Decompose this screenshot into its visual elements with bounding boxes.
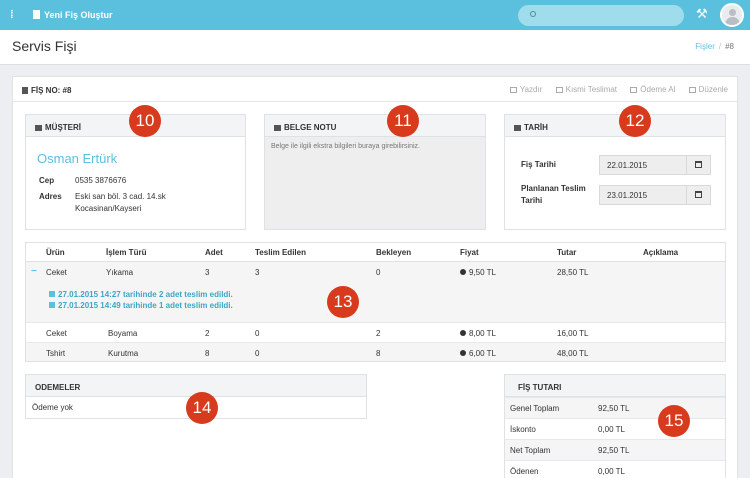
- collapse-toggle[interactable]: −: [31, 266, 37, 277]
- date-panel: TARİH Fiş Tarihi 22.01.2015 Planlanan Te…: [504, 114, 726, 230]
- header-description: Açıklama: [643, 248, 679, 257]
- breadcrumb: Fişler / #8: [695, 42, 734, 51]
- header-operation: İşlem Türü: [106, 248, 147, 257]
- total-row: İskonto 0,00 TL: [505, 418, 725, 439]
- items-table: Ürün İşlem Türü Adet Teslim Edilen Bekle…: [25, 242, 726, 362]
- callout-badge-15: 15: [658, 405, 690, 437]
- planned-date-label-1: Planlanan Teslim: [521, 184, 586, 193]
- info-icon: [460, 350, 466, 356]
- total-row: Genel Toplam 92,50 TL: [505, 397, 725, 418]
- address-line-1: Eski san böl. 3 cad. 14.sk: [75, 192, 166, 201]
- callout-badge-11: 11: [387, 105, 419, 137]
- totals-panel-header: FİŞ TUTARI: [505, 375, 725, 397]
- user-icon: [35, 125, 42, 131]
- partial-delivery-button[interactable]: Kısmi Teslimat: [555, 85, 617, 94]
- planned-date-label-2: Tarihi: [521, 196, 543, 205]
- table-header: Ürün İşlem Türü Adet Teslim Edilen Bekle…: [26, 243, 725, 262]
- breadcrumb-current: #8: [725, 42, 734, 51]
- search-icon: [530, 11, 536, 17]
- total-row: Net Toplam 92,50 TL: [505, 439, 725, 460]
- menu-icon[interactable]: ⁞: [10, 9, 14, 21]
- breadcrumb-separator: /: [718, 42, 722, 51]
- info-icon: [460, 269, 466, 275]
- avatar[interactable]: [720, 3, 744, 27]
- print-button[interactable]: Yazdır: [509, 85, 542, 94]
- table-row: Ceket Boyama 2 0 2 8,00 TL 16,00 TL: [26, 322, 725, 342]
- new-receipt-button[interactable]: Yeni Fiş Oluştur: [33, 10, 113, 20]
- search-input[interactable]: [518, 5, 684, 26]
- price-cell: 8,00 TL: [460, 329, 496, 338]
- phone-label: Cep: [39, 176, 55, 185]
- address-label: Adres: [39, 192, 62, 201]
- callout-badge-10: 10: [129, 105, 161, 137]
- table-row: − Ceket Yıkama 3 3 0 9,50 TL 28,50 TL 27…: [26, 262, 725, 322]
- calendar-icon[interactable]: [686, 156, 710, 174]
- date-panel-header: TARİH: [505, 115, 725, 137]
- note-panel: BELGE NOTU Belge ile ilgili ekstra bilgi…: [264, 114, 486, 230]
- page-title: Servis Fişi: [12, 38, 77, 54]
- header-total: Tutar: [557, 248, 577, 257]
- delivery-log-item: 27.01.2015 14:49 tarihinde 1 adet teslim…: [49, 301, 233, 310]
- edit-icon: [688, 87, 696, 93]
- header-delivered: Teslim Edilen: [255, 248, 306, 257]
- breadcrumb-link-receipts[interactable]: Fişler: [695, 42, 715, 51]
- calendar-icon[interactable]: [686, 186, 710, 204]
- price-cell: 9,50 TL: [460, 268, 496, 277]
- take-payment-button[interactable]: Ödeme Al: [630, 85, 675, 94]
- payments-empty-text: Ödeme yok: [32, 403, 73, 412]
- receipt-date-label: Fiş Tarihi: [521, 160, 556, 169]
- page-header: Servis Fişi Fişler / #8: [0, 30, 750, 65]
- receipt-number: FİŞ NO: #8: [22, 86, 71, 95]
- new-receipt-label: Yeni Fiş Oluştur: [44, 10, 113, 20]
- phone-value: 0535 3876676: [75, 176, 127, 185]
- delivery-log-item: 27.01.2015 14:27 tarihinde 2 adet teslim…: [49, 290, 233, 299]
- money-icon: [630, 87, 638, 93]
- table-row: Tshirt Kurutma 8 0 8 6,00 TL 48,00 TL: [26, 342, 725, 361]
- price-cell: 6,00 TL: [460, 349, 496, 358]
- header-price: Fiyat: [460, 248, 479, 257]
- check-icon: [49, 302, 55, 308]
- totals-panel: FİŞ TUTARI Genel Toplam 92,50 TL İskonto 0…: [504, 374, 726, 478]
- print-icon: [509, 87, 517, 93]
- note-textarea[interactable]: Belge ile ilgili ekstra bilgileri buraya…: [265, 137, 485, 229]
- top-navbar: ⁞ Yeni Fiş Oluştur ⚒: [0, 0, 750, 30]
- document-icon: [33, 10, 40, 19]
- calendar-icon: [514, 125, 521, 131]
- planned-date-field[interactable]: 23.01.2015: [599, 185, 711, 205]
- receipt-actions: Yazdır Kısmi Teslimat Ödeme Al Düzenle: [499, 85, 728, 94]
- info-icon: [460, 330, 466, 336]
- callout-badge-13: 13: [327, 286, 359, 318]
- header-qty: Adet: [205, 248, 223, 257]
- list-icon: [274, 125, 281, 131]
- callout-badge-12: 12: [619, 105, 651, 137]
- edit-button[interactable]: Düzenle: [688, 85, 728, 94]
- tools-icon[interactable]: ⚒: [696, 6, 708, 21]
- note-panel-header: BELGE NOTU: [265, 115, 485, 137]
- truck-icon: [555, 87, 563, 93]
- receipt-date-field[interactable]: 22.01.2015: [599, 155, 711, 175]
- receipt-card: FİŞ NO: #8 Yazdır Kısmi Teslimat Ödeme A…: [12, 76, 738, 478]
- document-icon: [22, 87, 28, 94]
- header-product: Ürün: [46, 248, 65, 257]
- header-pending: Bekleyen: [376, 248, 412, 257]
- receipt-card-header: FİŞ NO: #8 Yazdır Kısmi Teslimat Ödeme A…: [13, 77, 737, 102]
- check-icon: [49, 291, 55, 297]
- callout-badge-14: 14: [186, 392, 218, 424]
- total-row: Ödenen 0,00 TL: [505, 460, 725, 478]
- address-line-2: Kocasinan/Kayseri: [75, 204, 142, 213]
- customer-name-link[interactable]: Osman Ertürk: [37, 151, 118, 166]
